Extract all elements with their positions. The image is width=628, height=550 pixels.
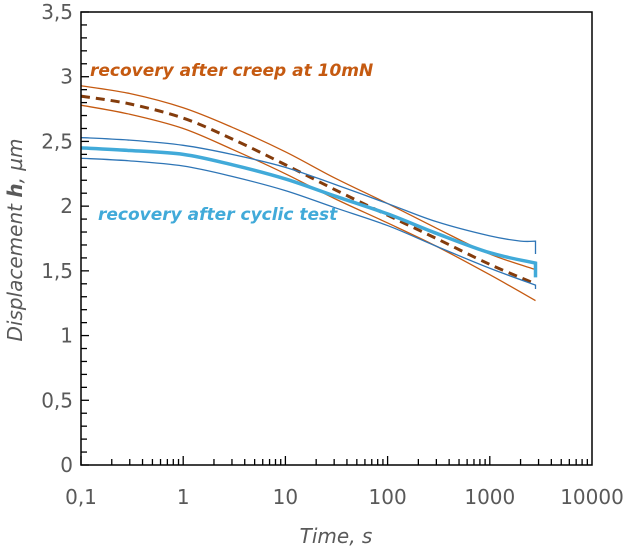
series-cyclic-upper-bound <box>80 136 537 255</box>
series-creep-upper-bound <box>80 85 536 271</box>
y-tick-label: 2 <box>60 194 73 218</box>
x-axis-title: Time, s <box>300 524 373 548</box>
y-tick-label: 3 <box>60 65 73 89</box>
y-tick-label: 0 <box>60 453 73 477</box>
x-tick-label: 0,1 <box>65 485 97 509</box>
y-axis-title-unit: , µm <box>3 138 27 183</box>
y-axis-title: Displacement h, µm <box>3 138 27 341</box>
x-tick-label: 10 <box>273 485 298 509</box>
series-cyclic-mean <box>80 146 538 278</box>
y-axis-title-symbol: h <box>3 183 27 197</box>
y-axis-title-part: Displacement <box>3 198 27 342</box>
annotation-cyclic: recovery after cyclic test <box>98 205 338 225</box>
y-tick-label: 3,5 <box>41 0 73 24</box>
axes-layer: 0 0,5 1 1,5 2 2,5 3 3,5 0,1 1 10 100 1000 10000 <box>41 0 624 509</box>
x-tick-label: 1 <box>177 485 190 509</box>
plot-frame <box>80 11 593 466</box>
x-tick-label: 100 <box>369 485 407 509</box>
annotation-creep: recovery after creep at 10mN <box>90 61 373 81</box>
series-creep-mean <box>80 94 537 286</box>
x-tick-label: 1000 <box>464 485 515 509</box>
x-tick-label: 10000 <box>560 485 624 509</box>
y-tick-label: 1,5 <box>41 259 73 283</box>
series-creep-lower-bound <box>80 104 536 302</box>
series-cyclic-lower-bound <box>80 157 537 289</box>
y-tick-label: 0,5 <box>41 388 73 412</box>
y-tick-label: 2,5 <box>41 129 73 153</box>
y-tick-label: 1 <box>60 324 73 348</box>
series-layer <box>80 85 538 302</box>
